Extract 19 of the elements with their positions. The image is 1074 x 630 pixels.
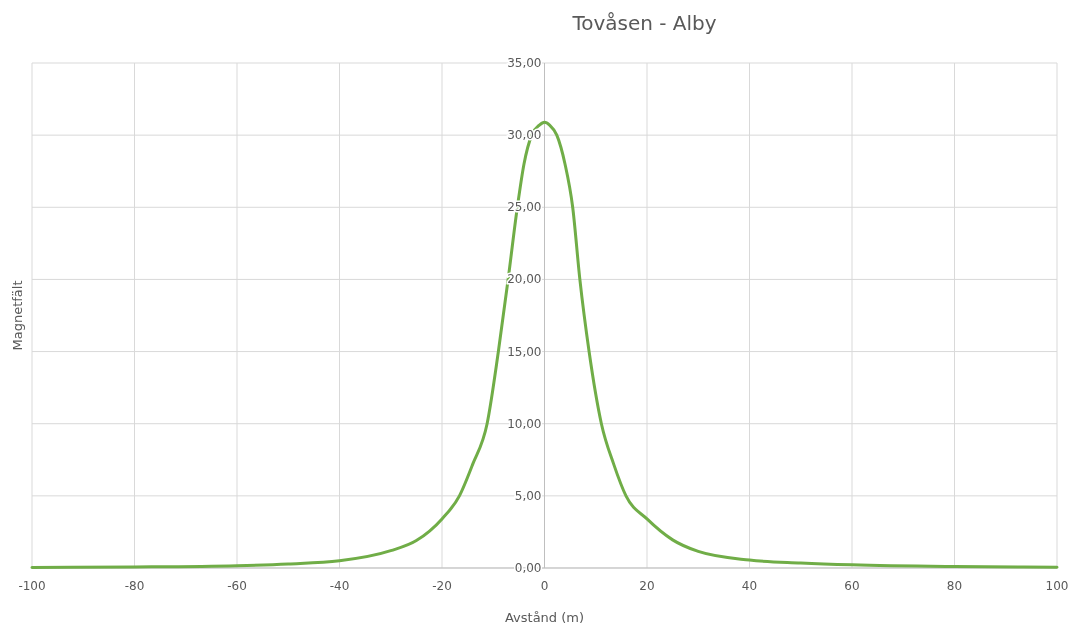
x-tick-label: 0 [540,579,549,593]
y-tick-label: 10,00 [507,416,542,431]
x-tick-label: 60 [844,579,860,593]
x-tick-label: 100 [1045,579,1069,593]
x-tick-label: 40 [741,579,758,593]
x-tick-label: 20 [639,579,655,593]
x-axis-title: Avstånd (m) [504,610,585,625]
y-axis-title: Magnetfält [10,280,25,351]
x-tick-label: 80 [946,579,963,593]
y-tick-label: 0,00 [514,561,542,575]
y-tick-label: 5,00 [514,488,542,503]
y-tick-label: 35,00 [507,56,542,70]
chart-title: Tovåsen - Alby [571,11,717,35]
x-tick-label: -60 [227,579,247,593]
x-tick-label: -40 [329,579,350,593]
x-tick-label: -80 [124,579,145,593]
x-tick-label: -20 [432,579,452,593]
y-tick-label: 15,00 [507,344,542,359]
x-tick-label: -100 [18,579,46,593]
